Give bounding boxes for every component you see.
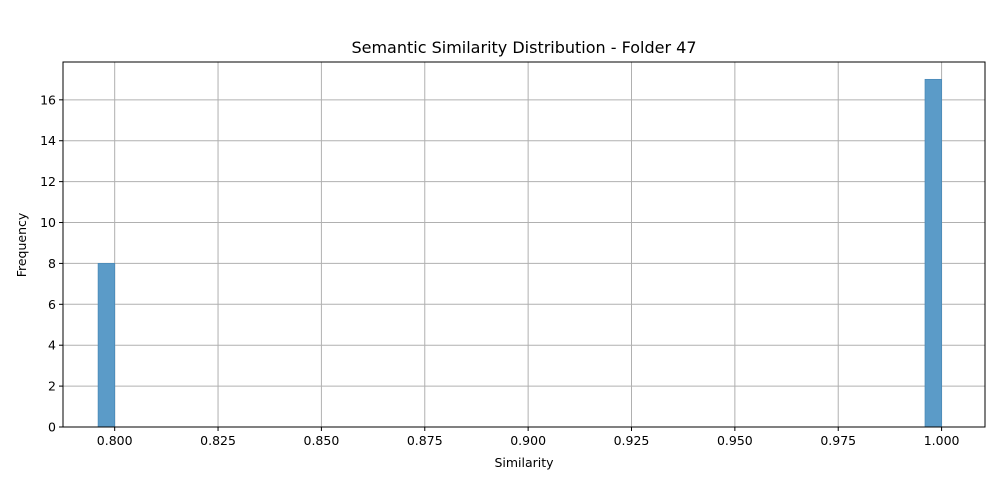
- x-tick-label: 0.950: [717, 433, 753, 448]
- x-tick-label: 0.900: [510, 433, 546, 448]
- axis-ticks: 0.800 0.825 0.850 0.875 0.900 0.925 0.950 0.975…: [40, 92, 959, 448]
- histogram-bar: [97, 263, 116, 428]
- x-tick-label: 0.825: [200, 433, 236, 448]
- y-axis-label: Frequency: [14, 212, 29, 277]
- histogram-bar: [924, 78, 942, 428]
- chart-title: Semantic Similarity Distribution - Folde…: [351, 38, 696, 57]
- grid: [63, 62, 985, 428]
- y-tick-label: 14: [40, 133, 56, 148]
- x-tick-label: 0.875: [407, 433, 443, 448]
- x-tick-label: 1.000: [924, 433, 960, 448]
- y-tick-label: 4: [48, 338, 56, 353]
- x-tick-label: 0.925: [614, 433, 650, 448]
- x-tick-label: 0.975: [820, 433, 856, 448]
- y-tick-label: 6: [48, 297, 56, 312]
- plot-frame: [62, 61, 986, 428]
- x-tick-label: 0.850: [304, 433, 340, 448]
- y-tick-label: 8: [48, 256, 56, 271]
- x-tick-label: 0.800: [97, 433, 133, 448]
- x-axis-label: Similarity: [494, 455, 554, 470]
- y-tick-label: 16: [40, 92, 56, 107]
- y-tick-label: 0: [48, 420, 56, 435]
- bars: [97, 78, 942, 428]
- y-tick-label: 2: [48, 379, 56, 394]
- y-tick-label: 12: [40, 174, 56, 189]
- y-tick-label: 10: [40, 215, 56, 230]
